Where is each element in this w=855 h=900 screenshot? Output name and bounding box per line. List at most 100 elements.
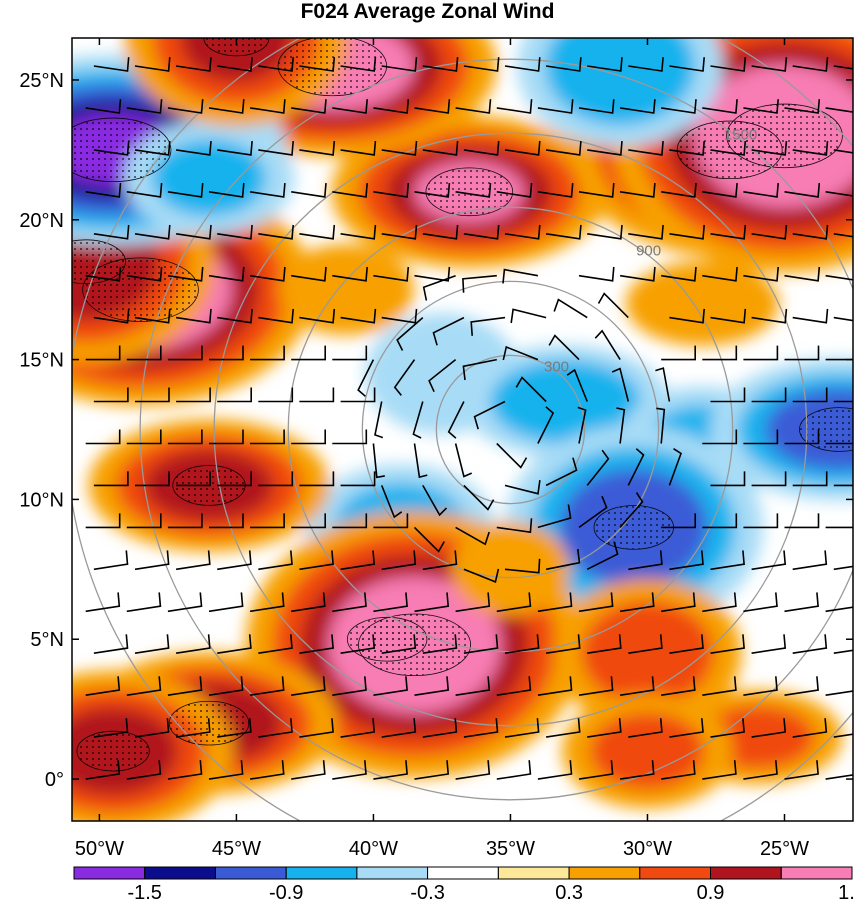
wind-barb (134, 634, 170, 654)
wind-barb (661, 676, 696, 696)
wind-barb (751, 224, 788, 240)
wind-barb (134, 718, 170, 738)
wind-barb (340, 141, 377, 156)
wind-barb (175, 308, 212, 324)
wind-barb (422, 274, 456, 301)
radius-ring (139, 58, 853, 801)
wind-barb (833, 484, 853, 487)
wind-barb (332, 183, 368, 198)
wind-barb (208, 266, 245, 282)
wind-barb (751, 141, 788, 156)
wind-barb (455, 676, 491, 696)
wind-barb (566, 368, 588, 402)
wind-barb (422, 485, 448, 517)
wind-barb (217, 224, 253, 240)
wind-barb (217, 57, 253, 72)
wind-barb (792, 308, 829, 324)
wind-barb (463, 57, 500, 72)
wind-barb (126, 345, 162, 361)
wind-barb (751, 57, 788, 72)
stipple-region (72, 239, 126, 285)
wind-barb (455, 99, 492, 114)
wind-barb (496, 592, 532, 613)
wind-barb (661, 266, 697, 282)
wind-barb (381, 308, 418, 324)
wind-barb (454, 443, 473, 478)
wind-barb (414, 676, 450, 696)
wind-barb (428, 358, 457, 393)
wind-barb (249, 676, 285, 696)
wind-barb (422, 718, 458, 738)
wind-barb (784, 266, 821, 282)
colorbar-swatch (427, 866, 499, 880)
plot-frame (71, 37, 854, 822)
colorbar-label: -1.5 (127, 882, 161, 900)
wind-barb (710, 224, 747, 240)
colorbar-swatch (73, 866, 146, 880)
wind-barb (504, 57, 541, 72)
wind-barb (702, 513, 738, 529)
wind-barb (167, 592, 203, 613)
wind-barb (217, 141, 253, 156)
wind-barb (587, 634, 622, 654)
wind-barb (291, 513, 326, 529)
wind-barb (784, 676, 819, 696)
wind-barb (422, 550, 458, 571)
wind-barb (504, 718, 540, 738)
wind-barb (299, 141, 336, 156)
wind-barb (134, 224, 171, 240)
wind-barb (340, 57, 377, 72)
wind-barb (208, 592, 244, 613)
wind-barb (455, 526, 490, 546)
colorbar-swatch (568, 866, 641, 880)
radius-ring (361, 280, 660, 579)
wind-barb (784, 345, 820, 361)
colorbar-swatch (639, 866, 711, 880)
colorbar-label: 0.3 (555, 882, 583, 900)
wind-barb (299, 718, 334, 738)
wind-barb (412, 401, 424, 439)
wind-barb (751, 550, 787, 571)
wind-barb (496, 99, 533, 114)
wind-barb (537, 406, 555, 444)
wind-barb (258, 308, 294, 324)
wind-barb (743, 266, 779, 282)
wind-barb (548, 334, 580, 361)
wind-barb (381, 141, 418, 156)
wind-barb (381, 634, 417, 654)
wind-barb (619, 676, 655, 696)
wind-barb (340, 634, 376, 654)
wind-barb (463, 224, 500, 240)
wind-barb (258, 141, 294, 156)
wind-barb (126, 429, 162, 445)
wind-barb (619, 492, 644, 528)
wind-barb (710, 141, 747, 156)
wind-barb (85, 513, 121, 529)
wind-barb (627, 448, 645, 486)
wind-barb (669, 224, 705, 240)
wind-barb (545, 634, 581, 654)
wind-barb (93, 308, 130, 324)
wind-barb (661, 345, 696, 361)
wind-barb (381, 550, 417, 571)
wind-barb (291, 266, 327, 282)
wind-barb (594, 329, 621, 361)
wind-barb (710, 550, 745, 571)
wind-barb (833, 233, 853, 238)
radius-rings: 300 900 1500 (72, 38, 853, 821)
wind-barb (414, 183, 451, 198)
colorbar: -1.5 -0.9 -0.3 0.3 0.9 1.5 (73, 866, 855, 900)
wind-barb (702, 676, 737, 696)
wind-barb (126, 760, 162, 780)
wind-barb (167, 183, 204, 198)
wind-barb (743, 183, 779, 198)
wind-barb (249, 592, 285, 613)
x-tick-label: 45°W (212, 838, 261, 860)
wind-barb (833, 649, 853, 654)
wind-barb (545, 224, 582, 240)
x-tick-label: 50°W (75, 838, 124, 860)
wind-barb (628, 718, 663, 738)
wind-barb (578, 676, 614, 696)
wind-barb (85, 345, 121, 361)
y-tick-label: 25°N (19, 70, 64, 92)
